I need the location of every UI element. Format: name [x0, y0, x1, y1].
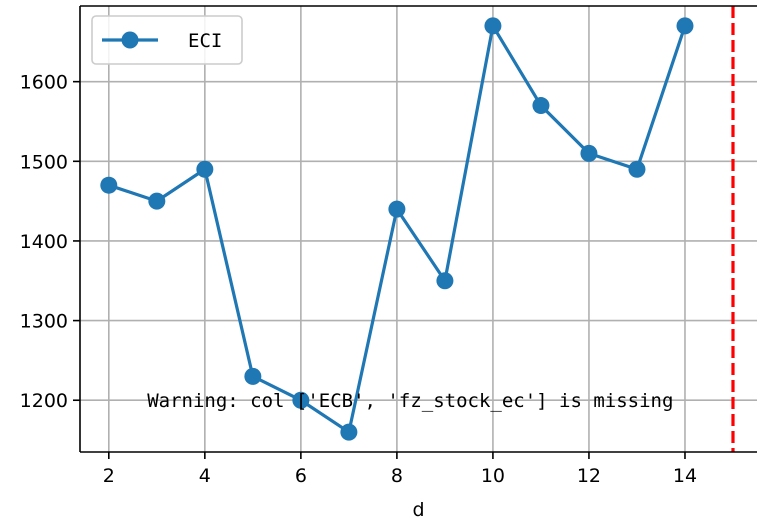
data-point	[532, 97, 550, 115]
x-tick-label: 12	[577, 465, 601, 487]
series-layer	[100, 17, 694, 441]
x-tick-label: 10	[481, 465, 505, 487]
annotation-layer: Warning: col ['ECB', 'fz_stock_ec'] is m…	[147, 390, 673, 412]
data-point	[388, 200, 406, 218]
data-point	[580, 144, 598, 162]
data-point	[148, 192, 166, 210]
data-point	[484, 17, 502, 35]
data-point	[628, 160, 646, 178]
grid-lines	[80, 6, 757, 452]
x-tick-label: 8	[391, 465, 403, 487]
data-point	[292, 391, 310, 409]
legend-marker	[121, 31, 139, 49]
data-point	[100, 176, 118, 194]
x-tick-label: 14	[673, 465, 697, 487]
y-tick-label: 1600	[20, 72, 68, 94]
legend-box	[91, 15, 243, 65]
warning-annotation: Warning: col ['ECB', 'fz_stock_ec'] is m…	[147, 390, 673, 412]
y-tick-label: 1400	[20, 231, 68, 253]
tick-labels: 2 4 6 8 10 12 14 1200 1300 1400 1500 1600	[20, 72, 697, 487]
data-point	[436, 272, 454, 290]
data-point	[196, 160, 214, 178]
y-tick-label: 1200	[20, 390, 68, 412]
axes	[79, 5, 757, 453]
data-point	[676, 17, 694, 35]
x-tick-label: 6	[295, 465, 307, 487]
y-tick-label: 1300	[20, 311, 68, 333]
legend: ECI	[91, 15, 243, 65]
x-tick-label: 4	[199, 465, 211, 487]
legend-label: ECI	[188, 30, 222, 52]
data-point	[244, 367, 262, 385]
y-tick-label: 1500	[20, 151, 68, 173]
x-tick-label: 2	[103, 465, 115, 487]
x-axis-label: d	[412, 499, 424, 521]
data-point	[340, 423, 358, 441]
